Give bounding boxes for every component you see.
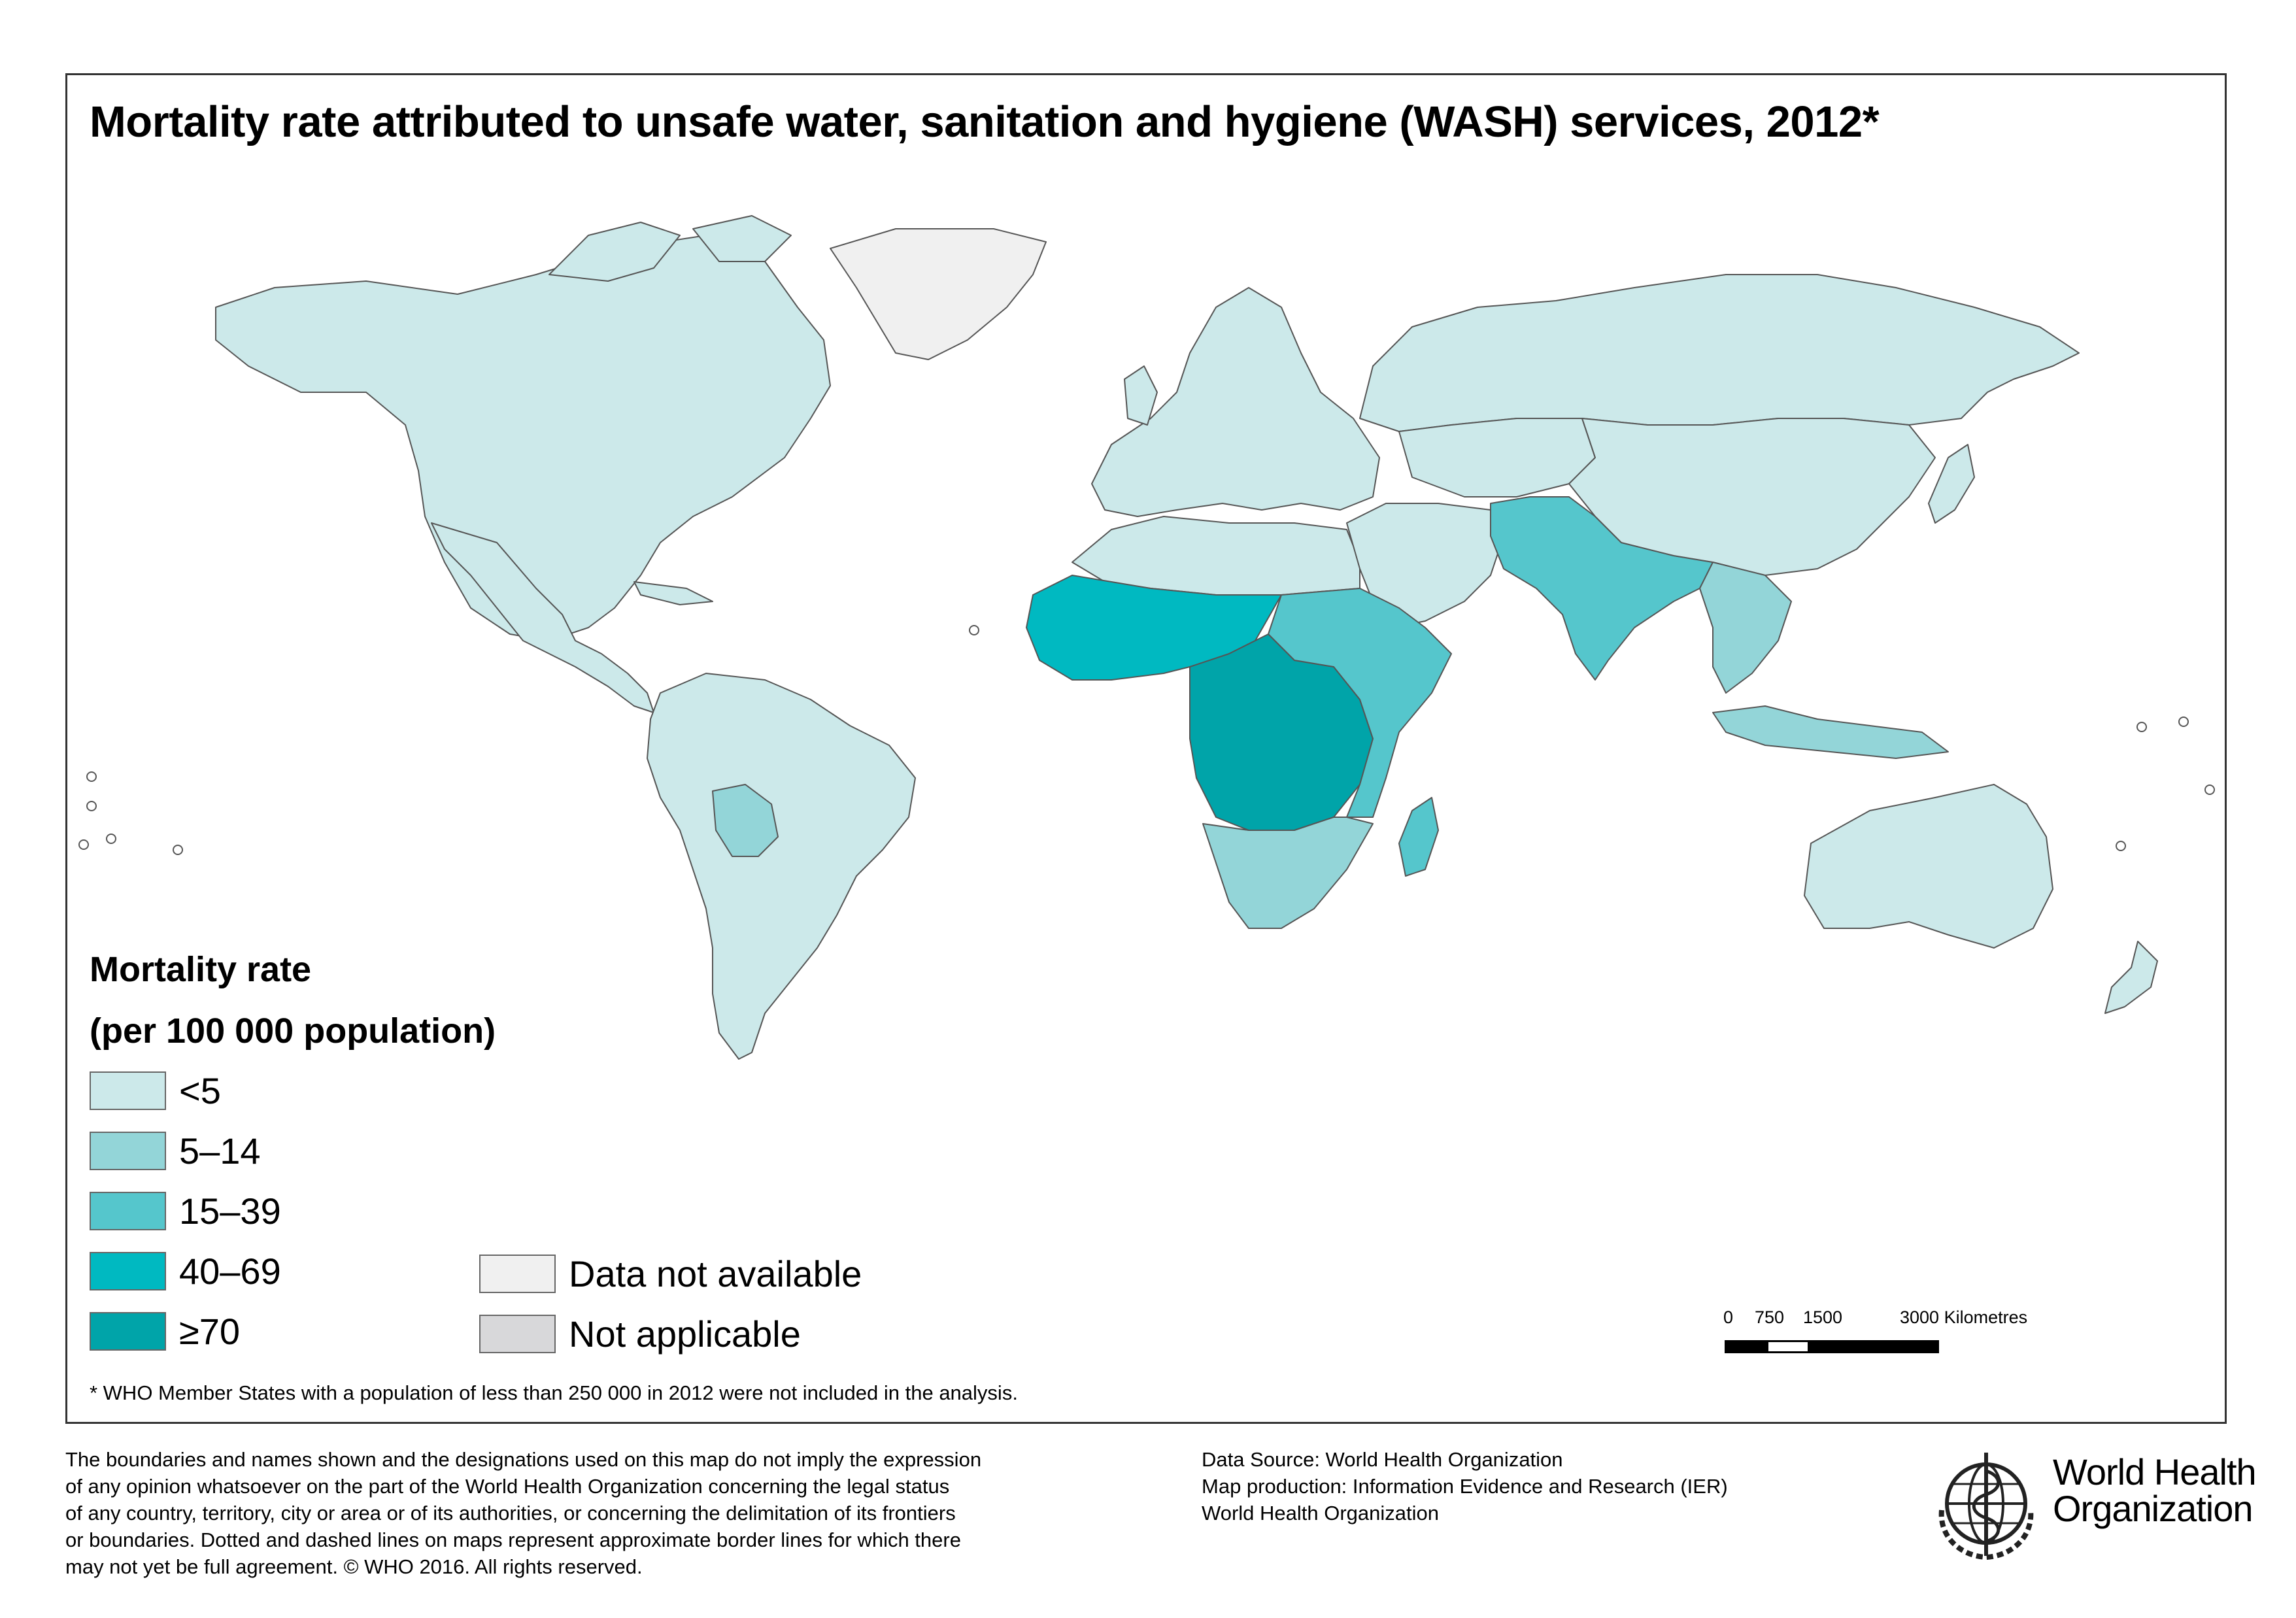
source-line: World Health Organization [1202,1502,1439,1525]
region-middle-east [1398,418,1596,497]
legend-swatch [90,1192,166,1230]
region-east-africa [1268,588,1452,818]
data-source: Data Source: World Health Organization M… [1202,1446,1728,1526]
source-line: Data Source: World Health Organization [1202,1448,1563,1471]
disclaimer-line: or boundaries. Dotted and dashed lines o… [65,1528,961,1551]
region-china [1568,418,1936,576]
legend-label: Not applicable [569,1313,801,1355]
region-southeast-asia [1712,705,1949,759]
legend-item-gte70: ≥70 [90,1310,240,1353]
scale-label: 3000 Kilometres [1900,1307,2028,1327]
disclaimer-line: The boundaries and names shown and the d… [65,1448,982,1471]
region-bolivia [712,784,779,857]
region-north-america [549,222,681,282]
who-emblem-icon [1938,1453,2034,1560]
legend-swatch [479,1315,556,1353]
legend-swatch [90,1132,166,1170]
region-southern-africa [1202,817,1374,929]
scale-label: 1500 [1803,1307,1843,1327]
region-russia [1359,274,2080,432]
scale-bar: 0 750 1500 3000 Kilometres [1723,1307,2027,1366]
scale-label: 0 [1723,1307,1734,1327]
region-south-america [647,673,916,1060]
region-new-zealand [2104,941,2158,1014]
legend-item-not-applicable: Not applicable [479,1313,801,1355]
small-island-markers [78,625,2215,855]
legend-swatch [90,1252,166,1290]
legend-swatch [479,1255,556,1293]
legend-item-15-39: 15–39 [90,1190,281,1232]
region-central-america [633,581,713,605]
legend-label: Data not available [569,1253,862,1294]
legend-swatch [90,1312,166,1351]
region-north-america [692,215,792,262]
region-central-america [431,522,654,713]
legend-label: 5–14 [179,1130,261,1171]
legend-item-5-14: 5–14 [90,1130,261,1172]
scale-segment [1766,1340,1810,1353]
scale-segment [1808,1340,1851,1353]
logo-line: World Health [2053,1451,2257,1492]
disclaimer-line: of any opinion whatsoever on the part of… [65,1475,950,1498]
legend-label: ≥70 [179,1311,241,1352]
legend-item-lt5: <5 [90,1070,221,1112]
legend-title: Mortality rate [90,950,312,989]
scale-label: 750 [1755,1307,1785,1327]
disclaimer: The boundaries and names shown and the d… [65,1446,1085,1580]
logo-line: Organization [2053,1488,2254,1529]
region-southeast-asia [1699,562,1792,694]
region-madagascar [1398,797,1439,877]
legend-item-40-69: 40–69 [90,1250,281,1292]
region-europe [1124,365,1158,426]
map-title: Mortality rate attributed to unsafe wate… [90,97,1880,146]
footnote: * WHO Member States with a population of… [90,1381,1018,1404]
disclaimer-line: of any country, territory, city or area … [65,1502,956,1525]
legend-subtitle: (per 100 000 population) [90,1011,496,1051]
legend-label: <5 [179,1070,221,1111]
scale-segment [1725,1340,1768,1353]
region-china [1928,444,1975,524]
who-logo-text: World Health Organization [2053,1451,2257,1529]
legend-swatch [90,1071,166,1110]
region-south-asia [1490,496,1714,681]
source-line: Map production: Information Evidence and… [1202,1475,1728,1498]
region-australia [1804,784,2053,949]
disclaimer-line: may not yet be full agreement. © WHO 201… [65,1555,643,1578]
legend-item-data-not-available: Data not available [479,1253,862,1295]
region-europe [1091,287,1380,517]
scale-segment [1850,1340,1939,1353]
legend-label: 40–69 [179,1251,281,1292]
region-greenland [830,228,1047,360]
legend-label: 15–39 [179,1190,281,1232]
